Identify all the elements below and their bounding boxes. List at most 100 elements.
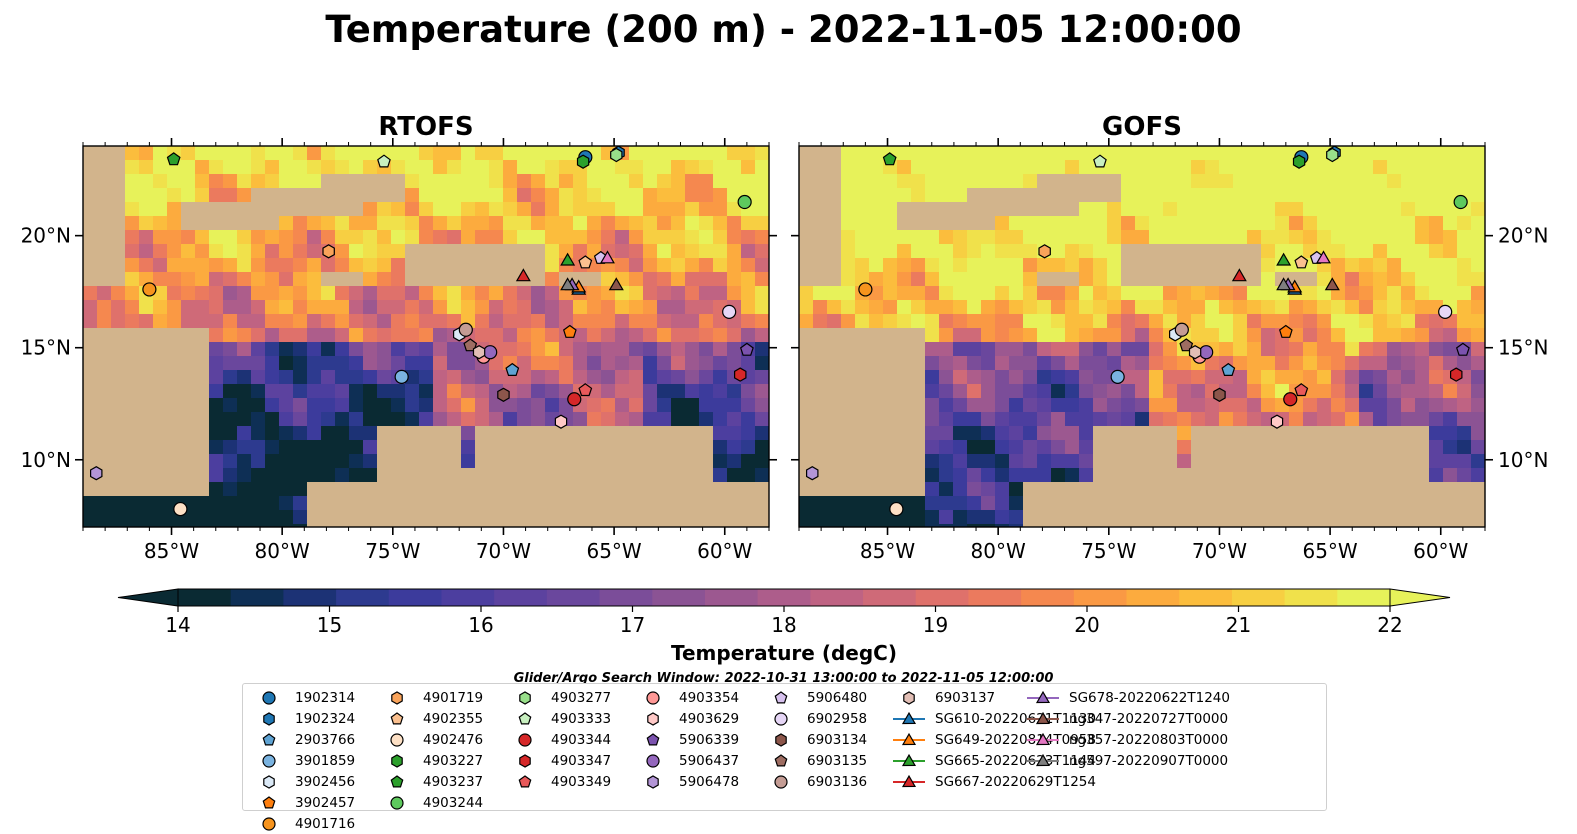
marker-6902958 xyxy=(1438,304,1453,319)
marker-4903227 xyxy=(1292,154,1306,169)
colorbar: 14 15 16 17 18 19 20 21 22 Temperature (degC) xyxy=(117,588,1451,665)
legend-marker-shape xyxy=(901,711,917,725)
x-tick-label: 60°W xyxy=(697,539,752,563)
marker-4903333 xyxy=(1093,154,1107,168)
colorbar-swatch xyxy=(388,589,442,606)
marker-6903137 xyxy=(1188,345,1202,360)
colorbar-swatch xyxy=(1126,589,1180,606)
marker-5906437 xyxy=(1199,345,1214,360)
legend-marker xyxy=(893,774,925,788)
colorbar-swatch xyxy=(915,589,969,606)
marker-4903244 xyxy=(1453,194,1468,210)
legend-label: 1902324 xyxy=(295,711,356,727)
marker-4903349 xyxy=(1294,383,1309,397)
legend-marker-shape xyxy=(1035,753,1051,767)
legend-marker xyxy=(646,754,660,768)
legend-marker-shape xyxy=(262,691,276,705)
legend-marker xyxy=(647,712,659,726)
legend-marker xyxy=(518,775,532,788)
legend-marker-shape xyxy=(390,775,404,788)
legend-label: SG665-20220623T1144 xyxy=(935,753,1096,769)
legend-label: 4903347 xyxy=(551,753,612,769)
legend-marker xyxy=(518,712,532,725)
y-tick-label: 15°N xyxy=(1498,336,1548,360)
legend-marker-shape xyxy=(518,733,532,747)
legend-marker xyxy=(893,732,925,746)
legend-marker xyxy=(774,691,788,704)
marker-4901719 xyxy=(1038,244,1051,259)
legend-label: 6903134 xyxy=(807,732,868,748)
colorbar-swatch xyxy=(1021,589,1075,606)
legend-label: SG649-20220814T0958 xyxy=(935,732,1096,748)
marker-4901719 xyxy=(322,244,335,259)
legend-marker-shape xyxy=(646,691,660,705)
legend-marker-shape xyxy=(901,732,917,746)
colorbar-tick-label: 21 xyxy=(1226,613,1251,637)
colorbar-swatch xyxy=(810,589,864,606)
marker-3901859 xyxy=(394,369,409,384)
map-frame xyxy=(798,145,1486,528)
platform-markers xyxy=(805,145,1470,517)
legend-label: 4903349 xyxy=(551,774,612,790)
legend-label: 3901859 xyxy=(295,753,356,769)
legend-marker-shape xyxy=(901,753,917,767)
marker-3901859 xyxy=(1110,369,1125,384)
legend-marker xyxy=(775,733,787,747)
legend-marker xyxy=(519,691,531,705)
marker-4903277 xyxy=(1326,147,1339,163)
legend: 1902314 1902324 2903766 3901859 3902456 39024… xyxy=(242,683,1327,832)
legend-label: 4902355 xyxy=(423,711,484,727)
colorbar-extend-low xyxy=(117,588,179,607)
legend-marker-shape xyxy=(647,712,659,726)
marker-6903134 xyxy=(1213,387,1226,402)
legend-label: ng347-20220727T0000 xyxy=(1069,711,1229,727)
legend-marker-shape xyxy=(263,712,275,726)
legend-marker-shape xyxy=(263,775,275,789)
temperature-field xyxy=(83,146,769,527)
colorbar-swatch xyxy=(1284,589,1338,606)
legend-marker xyxy=(1027,732,1059,746)
legend-marker xyxy=(390,733,404,747)
legend-marker-shape xyxy=(262,754,276,768)
x-tick-label: 65°W xyxy=(586,539,641,563)
marker-6902958 xyxy=(722,304,737,319)
marker-2903766 xyxy=(1221,362,1236,376)
legend-marker-shape xyxy=(262,817,276,831)
legend-label: 4903227 xyxy=(423,753,484,769)
panel-title-rtofs: RTOFS xyxy=(378,112,474,142)
marker-4903349 xyxy=(578,383,593,397)
x-tick-label: 85°W xyxy=(860,539,915,563)
legend-label: 5906478 xyxy=(679,774,740,790)
y-tick-label: 20°N xyxy=(1498,224,1548,248)
marker-SG667-20220629T1254 xyxy=(1231,268,1247,282)
colorbar-swatch xyxy=(283,589,337,606)
marker-6903135 xyxy=(1179,338,1194,352)
legend-marker xyxy=(390,712,404,725)
x-tick-label: 85°W xyxy=(144,539,199,563)
marker-4903333 xyxy=(377,154,391,168)
legend-label: 4903354 xyxy=(679,690,740,706)
legend-marker-shape xyxy=(390,733,404,747)
colorbar-swatch xyxy=(1231,589,1286,606)
y-tick-label: 10°N xyxy=(21,448,71,472)
legend-label: SG610-20220621T1130 xyxy=(935,711,1096,727)
colorbar-swatch xyxy=(1337,589,1391,606)
legend-label: 1902314 xyxy=(295,690,356,706)
colorbar-swatch xyxy=(336,589,390,606)
marker-4903277 xyxy=(610,147,623,163)
marker-4902355 xyxy=(578,255,593,269)
colorbar-swatch xyxy=(1073,589,1128,606)
marker-6903137 xyxy=(472,345,486,360)
y-tick-label: 10°N xyxy=(1498,448,1548,472)
marker-4902476 xyxy=(889,501,904,517)
colorbar-swatch xyxy=(230,589,284,606)
marker-ng597-20220907T0000 xyxy=(560,277,576,291)
x-tick-label: 75°W xyxy=(365,539,420,563)
marker-4903629 xyxy=(1270,414,1284,429)
colorbar-swatch xyxy=(757,589,811,606)
marker-5906339 xyxy=(739,342,754,356)
legend-marker-shape xyxy=(518,712,532,725)
legend-label: 5906480 xyxy=(807,690,868,706)
marker-4903629 xyxy=(554,414,568,429)
colorbar-swatch xyxy=(1179,589,1233,606)
